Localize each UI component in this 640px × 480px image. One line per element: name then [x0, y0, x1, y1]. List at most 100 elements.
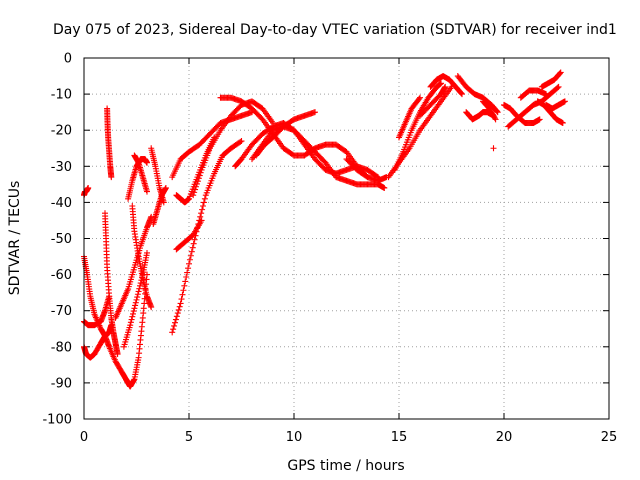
data-point	[148, 304, 155, 311]
data-point	[176, 303, 183, 310]
series-arc18	[190, 98, 276, 199]
data-point	[494, 109, 501, 116]
data-point	[136, 285, 143, 292]
series-arc37	[538, 69, 564, 90]
data-point	[557, 70, 563, 77]
data-point	[381, 184, 388, 191]
data-point	[144, 188, 150, 195]
data-point	[494, 108, 500, 115]
data-point	[191, 189, 198, 196]
x-tick-label: 5	[185, 430, 193, 445]
data-point	[170, 326, 177, 333]
data-point	[193, 180, 200, 187]
data-point	[133, 296, 140, 303]
data-point	[175, 306, 182, 313]
x-tick-label: 20	[496, 430, 513, 445]
x-axis-label: GPS time / hours	[287, 458, 404, 474]
data-point	[160, 199, 167, 206]
data-point	[193, 183, 199, 190]
y-tick-label: -30	[51, 160, 72, 175]
series-arc38	[543, 98, 568, 112]
data-point	[197, 169, 204, 176]
data-point	[162, 184, 169, 191]
data-point	[194, 178, 201, 185]
series-arc26	[396, 94, 423, 141]
data-point	[173, 313, 180, 320]
data-point	[200, 203, 206, 210]
grid	[83, 57, 610, 420]
data-point	[135, 288, 142, 295]
data-point	[108, 174, 115, 181]
y-axis-label: SDTVAR / TECUs	[7, 181, 23, 296]
data-point	[187, 252, 194, 259]
series-arc31	[480, 98, 499, 123]
data-point	[179, 291, 186, 298]
series-arc25	[391, 80, 444, 173]
data-point	[417, 94, 423, 101]
data-point	[536, 116, 543, 123]
data-point	[195, 175, 202, 182]
data-point	[169, 329, 176, 336]
data-point	[185, 265, 192, 272]
data-point	[557, 69, 564, 76]
data-point	[186, 256, 193, 263]
y-tick-label: 0	[64, 52, 72, 67]
data-point	[554, 84, 561, 91]
y-tick-label: -80	[51, 340, 72, 355]
data-point	[492, 116, 499, 123]
data-point	[458, 90, 465, 97]
data-point	[238, 138, 245, 145]
series-arc10	[129, 203, 155, 311]
data-point	[442, 83, 449, 90]
series-arc14	[169, 138, 245, 336]
data-point	[192, 186, 199, 193]
data-point	[459, 91, 465, 98]
series-arc6	[102, 210, 121, 358]
y-tick-label: -50	[51, 232, 72, 247]
chart-title: Day 075 of 2023, Sidereal Day-to-day VTE…	[53, 22, 617, 38]
data-point	[132, 302, 139, 309]
series-arc4	[81, 184, 92, 199]
data-point	[182, 278, 189, 285]
x-tick-label: 0	[80, 430, 88, 445]
y-tick-label: -70	[51, 304, 72, 319]
data-point	[559, 119, 566, 126]
x-tick-label: 15	[391, 430, 408, 445]
data-point	[183, 274, 190, 281]
data-point	[129, 313, 136, 320]
y-tick-label: -10	[51, 88, 72, 103]
series-arc28	[427, 73, 465, 98]
data-points	[81, 69, 568, 390]
data-point	[132, 299, 139, 306]
data-point	[144, 249, 150, 256]
y-axis-ticks: 0 -10 -20 -30 -40 -50 -60 -70 -80 -90 -100	[42, 52, 609, 428]
y-tick-label: -20	[51, 124, 72, 139]
data-point	[131, 305, 138, 312]
x-axis-ticks: 0 5 10 15 20 25	[80, 58, 617, 445]
series-arc22	[249, 123, 388, 191]
data-point	[172, 316, 179, 323]
data-point	[127, 319, 134, 326]
data-point	[85, 184, 92, 191]
data-point	[114, 351, 121, 358]
data-point	[174, 310, 181, 317]
data-point	[199, 206, 206, 213]
series-arc13	[150, 184, 169, 228]
series-arc27	[417, 83, 449, 119]
data-point	[491, 115, 498, 122]
series-arc35	[517, 87, 549, 101]
series-arc33	[501, 101, 543, 126]
data-point	[178, 296, 185, 303]
data-point	[181, 282, 188, 289]
data-point	[189, 244, 196, 251]
series-arc2	[81, 322, 115, 361]
data-point	[134, 294, 141, 301]
series-arc23	[343, 156, 390, 184]
y-tick-label: -90	[51, 376, 72, 391]
data-point	[200, 199, 207, 206]
data-point	[184, 269, 191, 276]
data-point	[490, 145, 497, 152]
data-point	[201, 195, 208, 202]
data-point	[312, 109, 318, 116]
